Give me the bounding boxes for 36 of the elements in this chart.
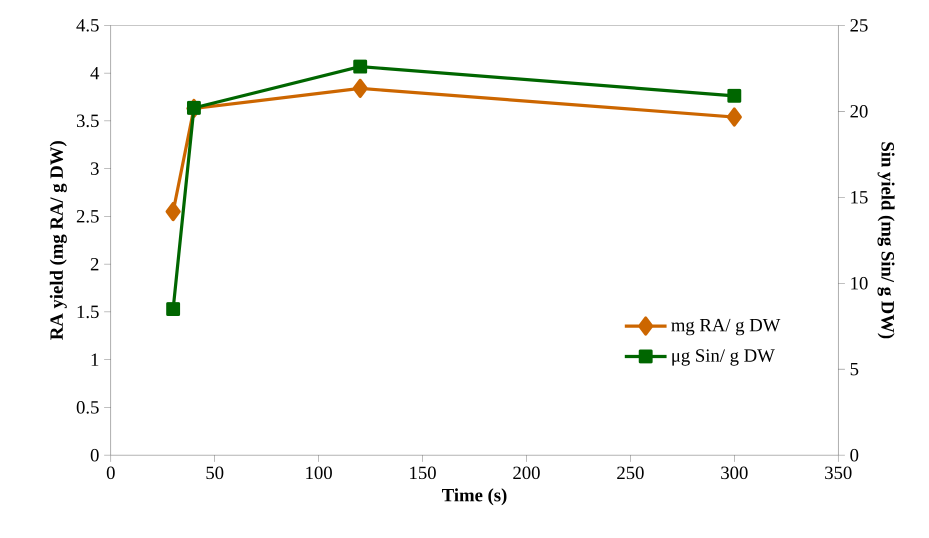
y2-tick-label: 20 [850, 105, 868, 118]
x-tick-label: 200 [513, 466, 540, 480]
y2-tick-label: 10 [851, 276, 868, 290]
y-tick-label: 2.5 [76, 210, 99, 223]
y2-tick-label: 25 [850, 19, 868, 32]
x-tick-label: 100 [306, 466, 332, 480]
y2-tick-label: 15 [851, 191, 868, 204]
y-tick-label: 3.5 [76, 114, 99, 128]
y-tick-label: 2 [90, 258, 98, 270]
x-tick-label: 50 [206, 466, 224, 480]
y-tick-label: 4 [90, 67, 100, 80]
legend-label: mg RA/ g DW [671, 318, 780, 336]
x-tick-label: 300 [721, 466, 748, 480]
y2-tick-label: 5 [850, 363, 858, 376]
x-axis-title: Time (s) [442, 488, 506, 506]
point [726, 107, 742, 127]
y2-tick-label: 0 [850, 448, 858, 462]
x-tick-label: 150 [410, 466, 436, 480]
y-tick-label: 0.5 [76, 401, 99, 414]
y2-axis-title: Sin yield (mg Sin/ g DW) [877, 142, 895, 338]
point [186, 100, 201, 115]
legend-label: μg Sin/ g DW [672, 349, 775, 366]
y-axis-title: RA yield (mg RA/ g DW) [50, 141, 67, 340]
x-tick-label: 350 [825, 466, 852, 480]
point [166, 202, 181, 222]
point [727, 88, 742, 103]
point [352, 78, 368, 98]
y-tick-label: 4.5 [76, 19, 99, 32]
point [353, 60, 368, 74]
x-tick-label: 250 [617, 466, 644, 480]
x-tick-label: 0 [106, 466, 115, 480]
y-tick-label: 1.5 [78, 306, 99, 318]
y-tick-label: 3 [90, 162, 99, 175]
y-tick-label: 0 [90, 448, 99, 462]
y-tick-label: 1 [92, 354, 98, 366]
point [166, 302, 180, 316]
